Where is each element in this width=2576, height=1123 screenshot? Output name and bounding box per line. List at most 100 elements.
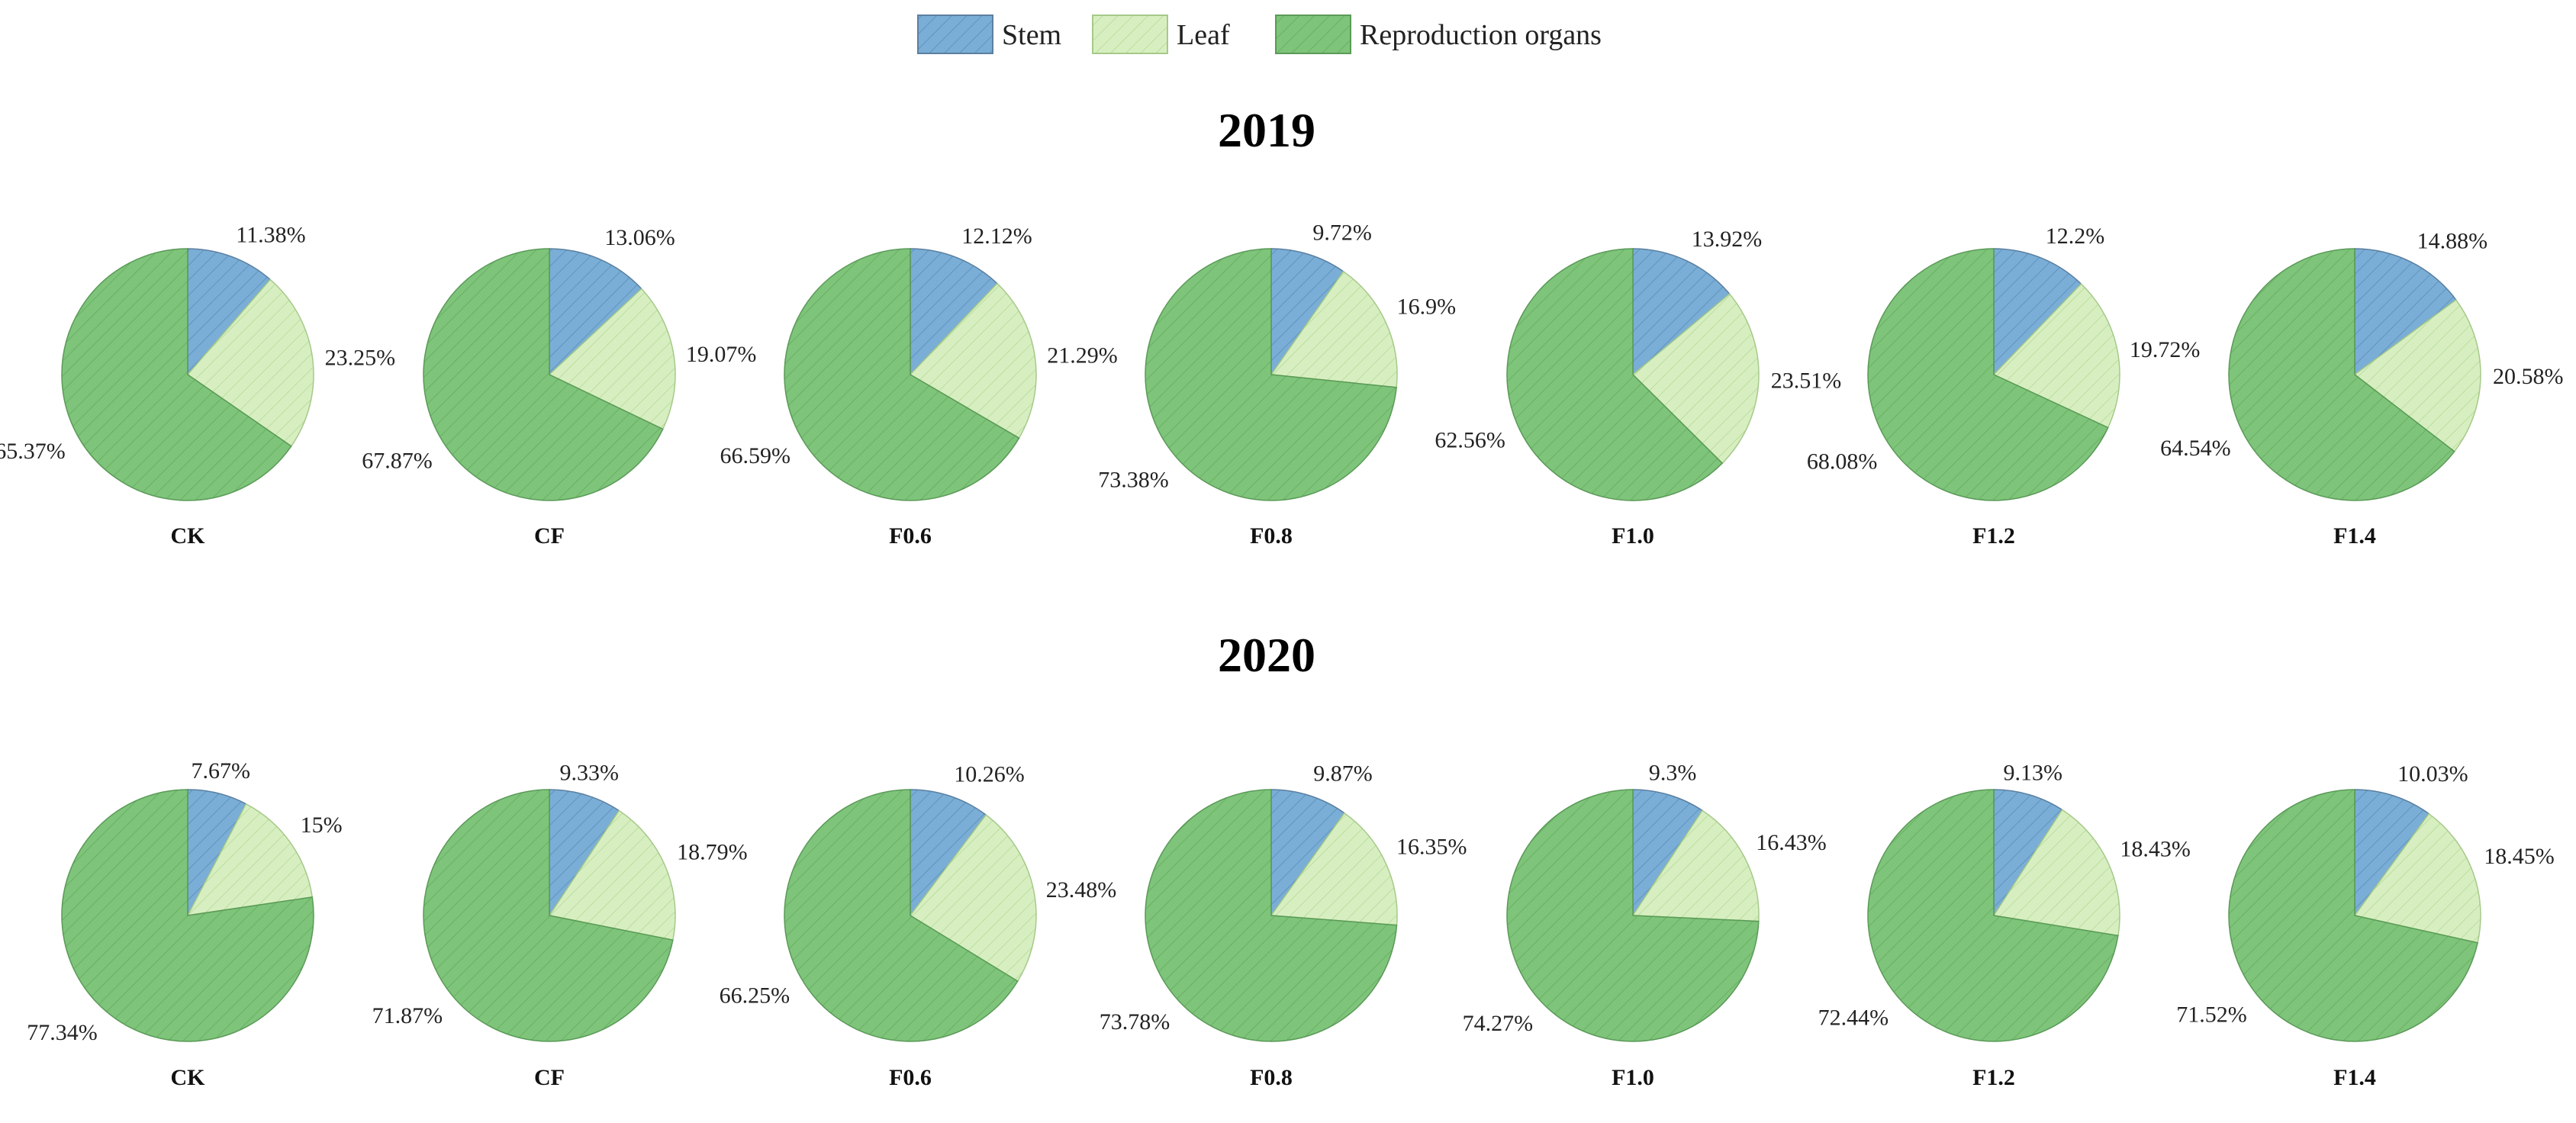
- data-label-reproduction-organs: 71.52%: [2176, 1002, 2247, 1027]
- pie-slice-reproduction-organs: [1867, 248, 2109, 501]
- legend-label-stem: Stem: [1002, 19, 1061, 51]
- pie-2019-f1-0: 13.92% 23.51% 62.56% F1.0: [1435, 227, 1841, 549]
- pie-2020-ck: 7.67% 15% 77.34% CK: [27, 758, 342, 1090]
- pie-slice-stem: [910, 248, 998, 376]
- pie-slice-stem: [187, 248, 272, 377]
- data-label-reproduction-organs: 68.08%: [1807, 449, 1878, 474]
- data-label-stem: 14.88%: [2417, 228, 2488, 253]
- legend-swatch-reproduction-organs: [1275, 14, 1351, 54]
- data-label-reproduction-organs: 71.87%: [372, 1003, 443, 1028]
- pie-slice-leaf: [1631, 809, 1760, 922]
- category-label: CK: [171, 1065, 206, 1090]
- data-label-stem: 9.72%: [1312, 220, 1372, 245]
- data-label-leaf: 16.43%: [1756, 830, 1827, 855]
- pie-slice-leaf: [548, 809, 676, 941]
- pie-slice-reproduction-organs: [61, 789, 314, 1042]
- pie-2019-f0-6: 12.12% 21.29% 66.59% F0.6: [720, 224, 1118, 549]
- pie-slice-leaf: [909, 814, 1037, 983]
- pie-2019-f0-8: 9.72% 16.9% 73.38% F0.8: [1098, 220, 1456, 549]
- category-label: F1.2: [1972, 1065, 2015, 1090]
- data-label-reproduction-organs: 73.78%: [1100, 1009, 1170, 1035]
- legend: Stem Leaf Reproduction organs: [917, 14, 1602, 54]
- category-label: F1.4: [2333, 1065, 2376, 1090]
- pie-slice-stem: [1632, 248, 1731, 376]
- pie-2020-f0-6: 10.26% 23.48% 66.25% F0.6: [720, 761, 1117, 1090]
- pie-slice-reproduction-organs: [1506, 789, 1760, 1042]
- pie-slice-stem: [1270, 248, 1344, 377]
- pie-slice-leaf: [1992, 283, 2120, 429]
- data-label-reproduction-organs: 72.44%: [1818, 1005, 1889, 1030]
- legend-entry-leaf: Leaf: [1092, 14, 1230, 54]
- data-label-reproduction-organs: 67.87%: [362, 448, 433, 473]
- pie-slice-reproduction-organs: [423, 248, 664, 501]
- legend-swatch-stem: [917, 14, 993, 54]
- data-label-stem: 12.2%: [2046, 224, 2105, 249]
- data-label-reproduction-organs: 77.34%: [27, 1020, 98, 1045]
- pie-slice-reproduction-organs: [1867, 789, 2119, 1042]
- data-label-leaf: 19.07%: [686, 342, 757, 367]
- pie-slice-stem: [549, 789, 620, 918]
- pie-slice-stem: [1993, 789, 2063, 918]
- data-label-leaf: 23.48%: [1046, 877, 1117, 903]
- pie-slice-leaf: [2353, 812, 2481, 944]
- data-label-leaf: 18.43%: [2120, 837, 2191, 862]
- data-label-stem: 10.26%: [954, 761, 1025, 787]
- pie-2019-cf: 13.06% 19.07% 67.87% CF: [362, 225, 756, 549]
- pie-slice-leaf: [186, 278, 314, 447]
- data-label-reproduction-organs: 64.54%: [2160, 436, 2231, 461]
- data-label-leaf: 18.79%: [677, 840, 748, 865]
- pie-2019-f1-2: 12.2% 19.72% 68.08% F1.2: [1807, 224, 2201, 549]
- pie-2019-ck: 11.38% 23.25% 65.37% CK: [0, 222, 395, 549]
- category-label: CK: [171, 523, 206, 549]
- data-label-reproduction-organs: 66.25%: [720, 983, 791, 1009]
- pie-2020-f0-8: 9.87% 16.35% 73.78% F0.8: [1100, 761, 1467, 1090]
- data-label-reproduction-organs: 73.38%: [1098, 467, 1169, 492]
- pie-2020-cf: 9.33% 18.79% 71.87% CF: [372, 761, 748, 1090]
- pie-slice-stem: [2354, 248, 2457, 376]
- category-label: F1.4: [2333, 523, 2376, 549]
- data-label-stem: 9.13%: [2003, 760, 2062, 785]
- pie-slice-stem: [549, 248, 642, 376]
- category-label: CF: [534, 523, 565, 549]
- pie-slice-stem: [1270, 789, 1345, 918]
- panel-title-2019: 2019: [1218, 103, 1315, 157]
- data-label-leaf: 23.25%: [325, 345, 395, 370]
- pie-slice-stem: [910, 789, 987, 918]
- data-label-stem: 10.03%: [2397, 761, 2468, 787]
- pie-slice-reproduction-organs: [1145, 789, 1398, 1042]
- pie-slice-reproduction-organs: [1145, 248, 1397, 501]
- legend-entry-stem: Stem: [917, 14, 1061, 54]
- data-label-leaf: 18.45%: [2484, 844, 2555, 869]
- data-label-stem: 9.87%: [1313, 761, 1373, 787]
- pie-slice-leaf: [186, 803, 314, 916]
- data-label-leaf: 21.29%: [1047, 343, 1118, 368]
- data-label-stem: 13.06%: [604, 225, 675, 250]
- pie-slice-leaf: [1270, 270, 1398, 388]
- data-label-reproduction-organs: 65.37%: [0, 439, 66, 464]
- data-label-stem: 11.38%: [236, 222, 305, 247]
- pie-slice-leaf: [909, 282, 1037, 439]
- category-label: F0.6: [889, 1065, 932, 1090]
- category-label: F1.2: [1972, 523, 2015, 549]
- pie-slice-reproduction-organs: [784, 789, 1019, 1042]
- data-label-leaf: 23.51%: [1771, 368, 1842, 394]
- data-label-stem: 9.3%: [1649, 761, 1697, 786]
- pie-slice-reproduction-organs: [1506, 248, 1724, 501]
- legend-label-leaf: Leaf: [1177, 19, 1230, 51]
- data-label-leaf: 20.58%: [2493, 364, 2564, 389]
- pie-2019-f1-4: 14.88% 20.58% 64.54% F1.4: [2160, 228, 2563, 549]
- panel-title-2020: 2020: [1218, 628, 1315, 682]
- data-label-stem: 13.92%: [1692, 227, 1763, 252]
- legend-label-reproduction-organs: Reproduction organs: [1360, 19, 1602, 51]
- data-label-reproduction-organs: 66.59%: [720, 443, 791, 468]
- data-label-reproduction-organs: 74.27%: [1463, 1011, 1534, 1036]
- data-label-stem: 7.67%: [191, 758, 250, 784]
- pie-slice-reproduction-organs: [2228, 789, 2478, 1042]
- data-label-stem: 12.12%: [961, 224, 1032, 249]
- pie-slice-stem: [1632, 789, 1704, 918]
- category-label: F1.0: [1612, 1065, 1654, 1090]
- data-label-stem: 9.33%: [560, 761, 620, 786]
- pie-slice-reproduction-organs: [61, 248, 292, 501]
- data-label-leaf: 19.72%: [2130, 337, 2201, 362]
